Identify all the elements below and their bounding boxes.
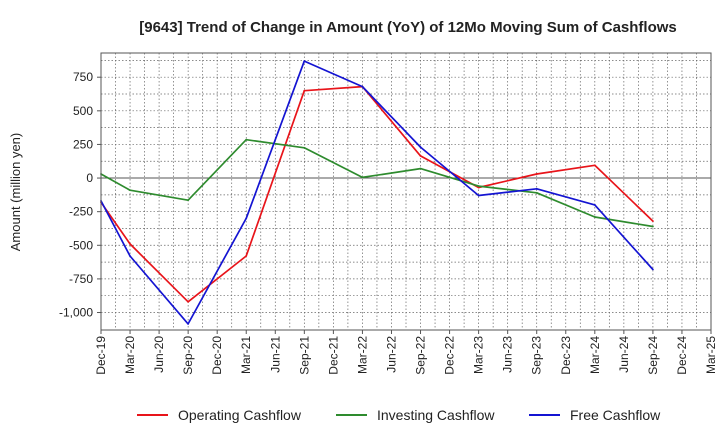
data-point-investing-cashflow (593, 216, 596, 218)
y-tick-label: 750 (73, 70, 93, 84)
x-tick-label: Mar-21 (239, 336, 253, 374)
x-tick-label: Mar-23 (472, 336, 486, 374)
data-point-free-cashflow (652, 268, 654, 271)
grid (101, 53, 711, 330)
y-tick-label: -250 (69, 205, 93, 219)
data-point-investing-cashflow (245, 138, 248, 141)
x-tick-label: Sep-21 (297, 336, 311, 375)
x-tick-label: Sep-22 (414, 336, 428, 375)
x-tick-label: Jun-21 (268, 336, 282, 373)
y-tick-label: -500 (69, 238, 93, 252)
x-tick-label: Dec-20 (210, 336, 224, 375)
data-point-free-cashflow (419, 146, 422, 149)
data-point-investing-cashflow (652, 225, 654, 228)
data-point-investing-cashflow (129, 189, 131, 192)
x-tick-label: Mar-24 (588, 336, 602, 374)
x-tick-label: Jun-24 (617, 336, 631, 373)
x-tick-label: Dec-23 (559, 336, 573, 375)
x-tick-labels: Dec-19 Mar-20 Jun-20 Sep-20 Dec-20 Mar-21 Jun-… (94, 330, 718, 375)
x-tick-label: Mar-25 (704, 336, 718, 374)
chart-title: [9643] Trend of Change in Amount (YoY) o… (139, 19, 677, 36)
data-point-free-cashflow (245, 217, 248, 220)
data-point-operating-cashflow (477, 186, 480, 189)
legend-label-investing-cashflow: Investing Cashflow (377, 407, 495, 423)
data-point-investing-cashflow (535, 191, 538, 194)
x-tick-label: Dec-24 (675, 336, 689, 375)
data-point-operating-cashflow (535, 173, 538, 175)
data-point-free-cashflow (361, 85, 364, 88)
data-point-operating-cashflow (652, 220, 654, 223)
data-point-free-cashflow (187, 323, 190, 325)
x-tick-label: Jun-22 (385, 336, 399, 373)
series-layer (100, 60, 654, 325)
data-point-free-cashflow (477, 194, 480, 197)
data-point-free-cashflow (129, 255, 131, 257)
x-tick-label: Sep-23 (530, 336, 544, 375)
legend: Operating Cashflow Investing Cashflow Free… (137, 407, 661, 423)
data-point-operating-cashflow (303, 89, 306, 92)
data-point-investing-cashflow (477, 185, 480, 188)
data-point-investing-cashflow (361, 176, 364, 179)
data-point-investing-cashflow (419, 167, 422, 170)
data-point-free-cashflow (303, 60, 306, 62)
y-tick-label: -1,000 (59, 306, 93, 320)
data-point-investing-cashflow (187, 199, 190, 202)
x-tick-label: Dec-22 (443, 336, 457, 375)
y-tick-labels: 750 500 250 0 -250 -500 -750 -1,000 (59, 70, 101, 320)
data-point-operating-cashflow (187, 300, 190, 303)
x-tick-label: Mar-20 (123, 336, 137, 374)
x-tick-label: Sep-24 (646, 336, 660, 375)
data-point-investing-cashflow (303, 146, 306, 149)
data-point-operating-cashflow (129, 243, 131, 245)
y-tick-label: 0 (86, 171, 93, 185)
data-point-free-cashflow (593, 204, 596, 206)
data-point-operating-cashflow (245, 255, 248, 257)
y-tick-label: 500 (73, 104, 93, 118)
y-axis-label: Amount (million yen) (8, 133, 23, 252)
data-point-free-cashflow (535, 187, 538, 190)
legend-label-free-cashflow: Free Cashflow (570, 407, 661, 423)
x-tick-label: Jun-23 (501, 336, 515, 373)
plot-frame (100, 52, 712, 331)
data-point-operating-cashflow (419, 155, 422, 157)
x-tick-label: Mar-22 (355, 336, 369, 374)
y-tick-label: 250 (73, 137, 93, 151)
legend-label-operating-cashflow: Operating Cashflow (178, 407, 302, 423)
x-tick-label: Jun-20 (152, 336, 166, 373)
data-point-operating-cashflow (593, 164, 596, 167)
x-tick-label: Dec-21 (326, 336, 340, 375)
x-tick-label: Sep-20 (181, 336, 195, 375)
y-tick-label: -750 (69, 272, 93, 286)
x-tick-label: Dec-19 (94, 336, 108, 375)
